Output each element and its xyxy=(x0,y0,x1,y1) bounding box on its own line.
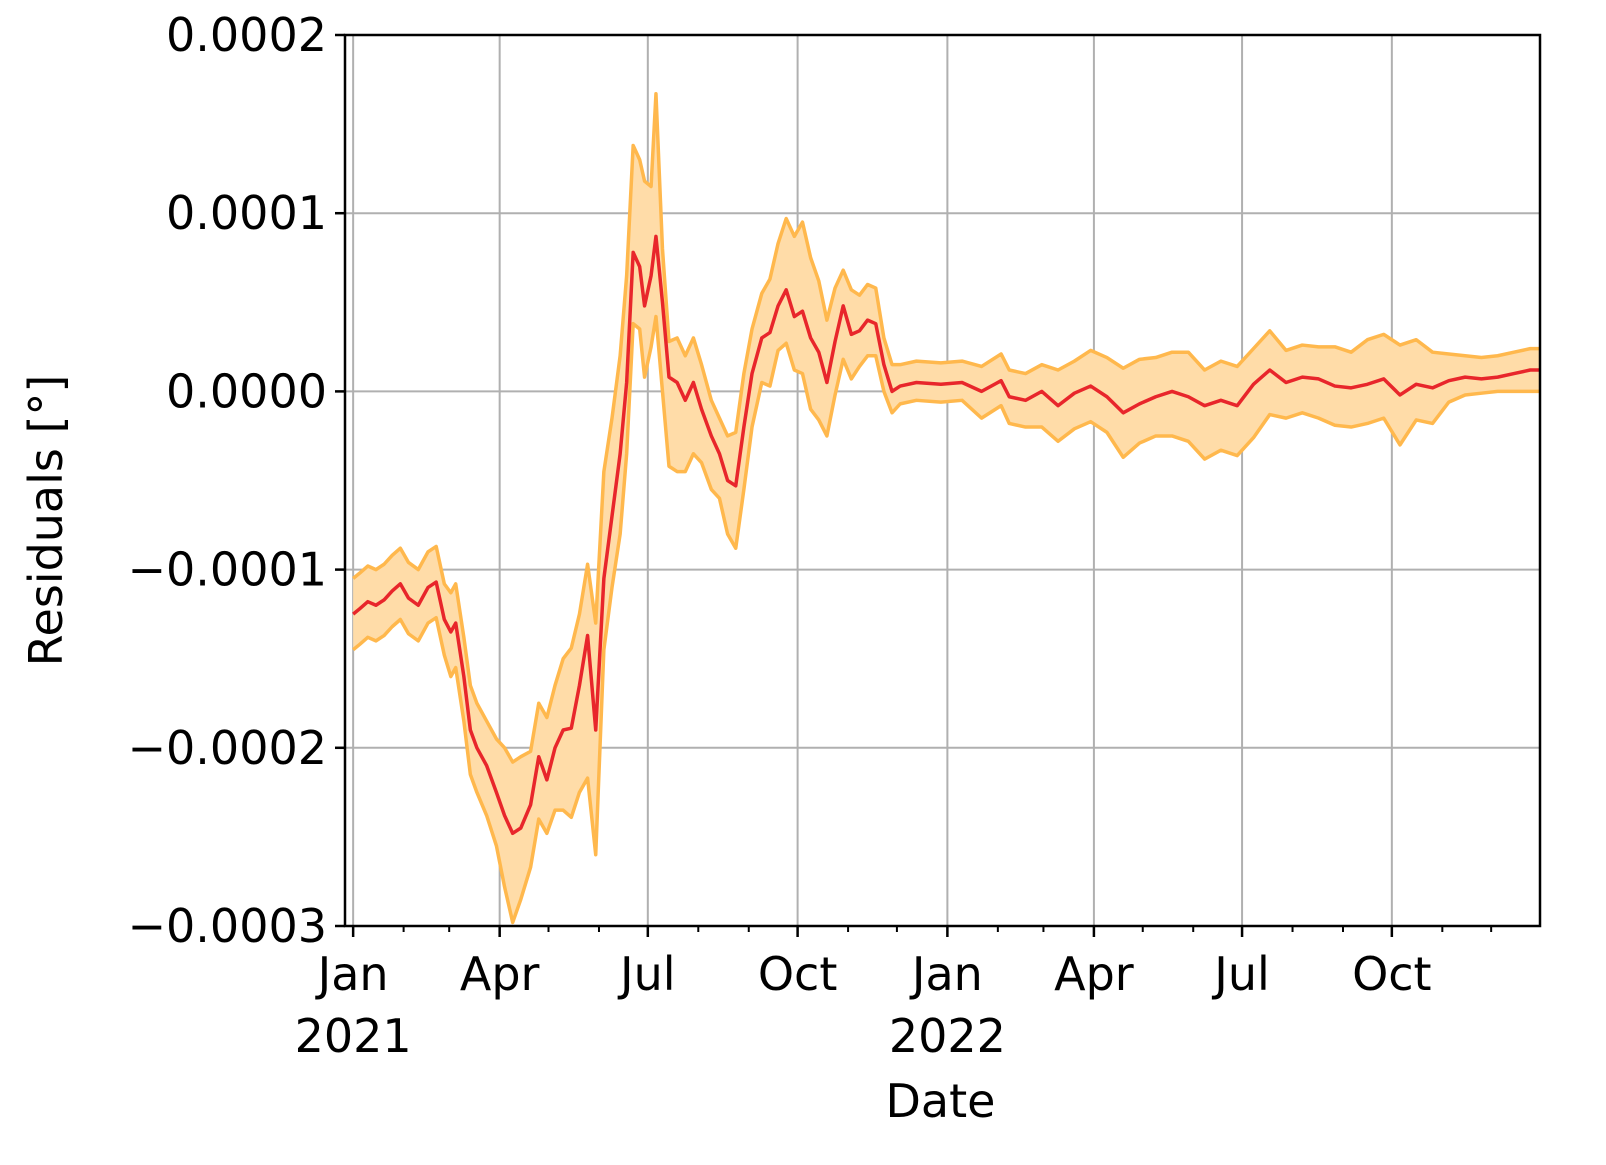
y-axis-ticks: 0.0002 0.0001 0.0000 −0.0001 −0.0002 −0.0003 xyxy=(128,8,345,953)
y-tick-label: 0.0000 xyxy=(166,364,327,418)
plot-frame xyxy=(343,33,1542,928)
y-tick-label: −0.0003 xyxy=(128,899,328,953)
x-tick-year-label: 2022 xyxy=(889,1009,1006,1063)
y-axis-label: Residuals [°] xyxy=(19,375,73,667)
x-tick-label: Jul xyxy=(1211,947,1270,1001)
uncertainty-band xyxy=(352,92,1540,925)
x-tick-label: Oct xyxy=(758,947,838,1001)
y-tick-label: −0.0001 xyxy=(128,543,328,597)
x-tick-label: Apr xyxy=(460,947,540,1001)
x-axis-ticks: Jan 2021 Apr Jul Oct Jan 2022 Apr Jul Oct xyxy=(295,926,1493,1063)
y-tick-label: −0.0002 xyxy=(128,721,328,775)
x-tick-label: Jan xyxy=(315,947,389,1001)
residuals-line xyxy=(352,234,1540,836)
y-tick-label: 0.0001 xyxy=(166,186,327,240)
x-tick-label: Apr xyxy=(1054,947,1134,1001)
band-fill xyxy=(353,93,1540,923)
x-axis-label: Date xyxy=(886,1074,996,1128)
band-lower-edge xyxy=(352,314,1540,925)
x-tick-year-label: 2021 xyxy=(295,1009,412,1063)
x-tick-label: Jan xyxy=(909,947,983,1001)
x-tick-label: Jul xyxy=(617,947,676,1001)
y-tick-label: 0.0002 xyxy=(166,8,327,62)
series-line-group xyxy=(352,234,1540,836)
band-upper-edge xyxy=(352,92,1540,764)
x-tick-label: Oct xyxy=(1352,947,1432,1001)
